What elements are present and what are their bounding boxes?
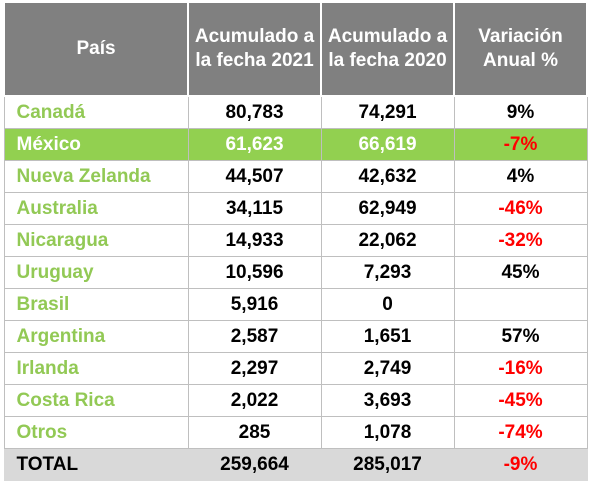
total-label: TOTAL [3,448,189,481]
total-variation: -9% [453,448,588,481]
cell-variation [453,288,588,321]
table-row: Otros 285 1,078 -74% [3,416,588,449]
header-acc-2020: Acumulado a la fecha 2020 [320,1,455,97]
cell-acc-2021: 285 [187,416,322,449]
cell-country: Irlanda [3,352,189,385]
cell-acc-2020: 1,651 [320,320,455,353]
cell-variation: -45% [453,384,588,417]
table-row: Nicaragua 14,933 22,062 -32% [3,224,588,257]
cell-variation: 9% [453,95,588,129]
total-row: TOTAL 259,664 285,017 -9% [3,448,588,481]
cell-acc-2021: 2,587 [187,320,322,353]
cell-country: Uruguay [3,256,189,289]
cell-acc-2020: 2,749 [320,352,455,385]
cell-acc-2021: 61,623 [187,128,322,161]
cell-acc-2021: 2,297 [187,352,322,385]
cell-variation: -74% [453,416,588,449]
cell-acc-2021: 2,022 [187,384,322,417]
table-header: País Acumulado a la fecha 2021 Acumulado… [3,1,588,97]
cell-country: Costa Rica [3,384,189,417]
cell-variation: -16% [453,352,588,385]
cell-acc-2020: 3,693 [320,384,455,417]
cell-acc-2021: 34,115 [187,192,322,225]
table-row: Irlanda 2,297 2,749 -16% [3,352,588,385]
header-acc-2021: Acumulado a la fecha 2021 [187,1,322,97]
cell-country: Australia [3,192,189,225]
table-row: Australia 34,115 62,949 -46% [3,192,588,225]
header-row: País Acumulado a la fecha 2021 Acumulado… [3,1,588,97]
table-row: Uruguay 10,596 7,293 45% [3,256,588,289]
cell-acc-2020: 74,291 [320,95,455,129]
cell-acc-2020: 7,293 [320,256,455,289]
cell-acc-2021: 44,507 [187,160,322,193]
table-row: Nueva Zelanda 44,507 42,632 4% [3,160,588,193]
table-row: Brasil 5,916 0 [3,288,588,321]
cell-variation: -46% [453,192,588,225]
cell-acc-2021: 5,916 [187,288,322,321]
cell-country: Argentina [3,320,189,353]
cell-country: Nicaragua [3,224,189,257]
cell-variation: 57% [453,320,588,353]
cell-acc-2020: 0 [320,288,455,321]
cell-acc-2021: 80,783 [187,95,322,129]
cell-country: Otros [3,416,189,449]
table-row: Argentina 2,587 1,651 57% [3,320,588,353]
table-row: Costa Rica 2,022 3,693 -45% [3,384,588,417]
table-footer: TOTAL 259,664 285,017 -9% [3,448,588,481]
header-variation: Variación Anual % [453,1,588,97]
cell-country: Canadá [3,95,189,129]
cell-acc-2021: 10,596 [187,256,322,289]
cell-acc-2020: 62,949 [320,192,455,225]
cell-acc-2020: 1,078 [320,416,455,449]
cell-country: Brasil [3,288,189,321]
cell-variation: 4% [453,160,588,193]
import-table: País Acumulado a la fecha 2021 Acumulado… [3,1,588,481]
table-row: México 61,623 66,619 -7% [3,128,588,161]
cell-acc-2021: 14,933 [187,224,322,257]
header-country: País [3,1,189,97]
cell-country: México [3,128,189,161]
cell-acc-2020: 66,619 [320,128,455,161]
cell-variation: -32% [453,224,588,257]
cell-country: Nueva Zelanda [3,160,189,193]
total-acc-2021: 259,664 [187,448,322,481]
cell-variation: 45% [453,256,588,289]
cell-variation: -7% [453,128,588,161]
cell-acc-2020: 42,632 [320,160,455,193]
cell-acc-2020: 22,062 [320,224,455,257]
total-acc-2020: 285,017 [320,448,455,481]
table-body: Canadá 80,783 74,291 9% México 61,623 66,619 -7… [3,95,588,449]
table-row: Canadá 80,783 74,291 9% [3,95,588,129]
